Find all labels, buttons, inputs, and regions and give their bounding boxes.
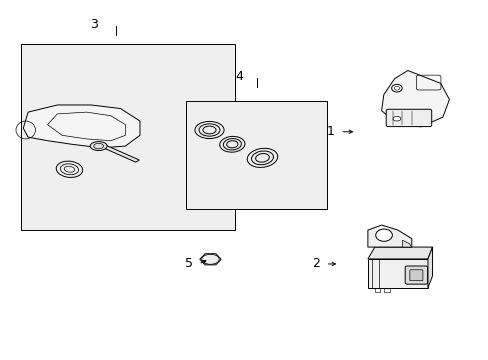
Ellipse shape <box>195 121 224 139</box>
Ellipse shape <box>219 136 244 152</box>
Text: 1: 1 <box>326 125 334 138</box>
Polygon shape <box>367 247 432 259</box>
FancyBboxPatch shape <box>386 109 431 127</box>
Bar <box>374 288 380 292</box>
Text: 3: 3 <box>90 18 98 31</box>
Polygon shape <box>381 71 448 127</box>
Polygon shape <box>427 247 432 288</box>
Bar <box>383 288 389 292</box>
FancyBboxPatch shape <box>367 259 427 288</box>
Circle shape <box>375 229 391 241</box>
Polygon shape <box>367 225 411 247</box>
Ellipse shape <box>392 117 400 121</box>
Text: 4: 4 <box>235 70 243 83</box>
Text: 5: 5 <box>185 257 193 270</box>
Ellipse shape <box>56 161 82 177</box>
Text: 2: 2 <box>311 257 319 270</box>
Bar <box>186 102 326 208</box>
Polygon shape <box>99 144 139 162</box>
Bar <box>21 44 234 230</box>
Circle shape <box>391 84 401 92</box>
Polygon shape <box>200 254 221 265</box>
Polygon shape <box>23 105 140 148</box>
FancyBboxPatch shape <box>409 270 422 281</box>
Ellipse shape <box>90 141 107 150</box>
FancyBboxPatch shape <box>405 266 427 284</box>
Polygon shape <box>402 240 411 247</box>
Ellipse shape <box>247 148 277 167</box>
